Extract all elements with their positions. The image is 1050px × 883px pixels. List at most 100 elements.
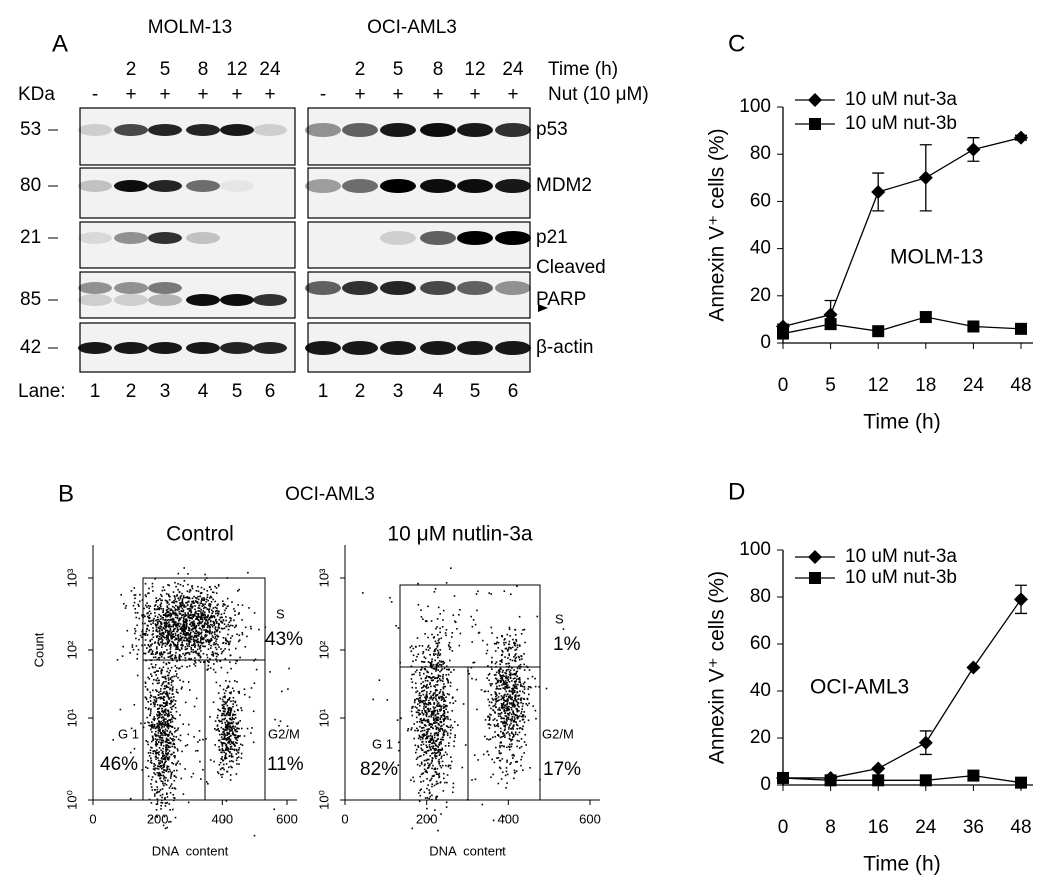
event-dot bbox=[209, 658, 211, 660]
event-dot bbox=[420, 721, 423, 724]
event-dot bbox=[498, 692, 501, 695]
event-dot bbox=[278, 724, 280, 727]
event-dot bbox=[230, 619, 232, 622]
event-dot bbox=[200, 641, 202, 644]
event-dot bbox=[144, 682, 147, 684]
event-dot bbox=[513, 755, 515, 757]
event-dot bbox=[150, 703, 152, 705]
event-dot bbox=[445, 764, 447, 767]
event-dot bbox=[175, 675, 177, 677]
event-dot bbox=[422, 772, 424, 775]
event-dot bbox=[445, 708, 447, 710]
event-dot bbox=[161, 644, 164, 646]
event-dot bbox=[470, 615, 472, 618]
event-dot bbox=[169, 616, 172, 618]
event-dot bbox=[184, 613, 187, 616]
event-dot bbox=[227, 748, 229, 751]
event-dot bbox=[436, 681, 438, 683]
event-dot bbox=[435, 695, 437, 697]
event-dot bbox=[440, 669, 443, 672]
event-dot bbox=[441, 760, 444, 763]
event-dot bbox=[193, 663, 195, 665]
event-dot bbox=[173, 755, 175, 757]
event-dot bbox=[163, 702, 165, 705]
event-dot bbox=[168, 746, 170, 749]
event-dot bbox=[508, 646, 510, 649]
event-dot bbox=[522, 702, 524, 705]
event-dot bbox=[281, 690, 283, 693]
cell-line: OCI-AML3 bbox=[367, 17, 457, 38]
event-dot bbox=[423, 672, 425, 675]
event-dot bbox=[180, 777, 183, 780]
event-dot bbox=[164, 779, 166, 782]
event-dot bbox=[215, 655, 218, 658]
event-dot bbox=[507, 684, 509, 686]
event-dot bbox=[177, 597, 179, 599]
event-dot bbox=[161, 713, 163, 716]
event-dot bbox=[410, 678, 413, 680]
blot-band bbox=[457, 281, 493, 295]
event-dot bbox=[154, 768, 156, 771]
event-dot bbox=[197, 638, 199, 640]
event-dot bbox=[161, 639, 164, 641]
event-dot bbox=[185, 633, 187, 635]
event-dot bbox=[477, 759, 479, 761]
event-dot bbox=[452, 782, 455, 785]
event-dot bbox=[134, 612, 137, 614]
event-dot bbox=[159, 604, 162, 606]
event-dot bbox=[205, 618, 208, 621]
event-dot bbox=[494, 698, 496, 700]
event-dot bbox=[134, 597, 136, 600]
event-dot bbox=[420, 747, 423, 750]
event-dot bbox=[158, 720, 160, 723]
event-dot bbox=[226, 671, 229, 674]
event-dot bbox=[203, 607, 205, 610]
event-dot bbox=[155, 803, 158, 805]
event-dot bbox=[213, 760, 215, 763]
event-dot bbox=[514, 681, 516, 684]
event-dot bbox=[497, 642, 500, 644]
event-dot bbox=[437, 719, 439, 721]
event-dot bbox=[225, 757, 228, 759]
event-dot bbox=[443, 694, 445, 696]
event-dot bbox=[169, 730, 171, 733]
event-dot bbox=[179, 583, 182, 586]
event-dot bbox=[511, 646, 514, 649]
event-dot bbox=[189, 689, 191, 691]
event-dot bbox=[442, 609, 445, 612]
event-dot bbox=[155, 756, 157, 758]
event-dot bbox=[432, 745, 435, 747]
event-dot bbox=[135, 637, 137, 640]
event-dot bbox=[157, 670, 159, 672]
event-dot bbox=[418, 709, 421, 712]
event-dot bbox=[443, 667, 446, 670]
event-dot bbox=[511, 696, 513, 699]
event-dot bbox=[436, 716, 438, 718]
event-dot bbox=[203, 606, 206, 608]
event-dot bbox=[516, 745, 518, 748]
event-dot bbox=[244, 693, 246, 696]
event-dot bbox=[510, 690, 513, 693]
event-dot bbox=[429, 697, 431, 699]
event-dot bbox=[200, 639, 202, 642]
event-dot bbox=[235, 624, 237, 627]
event-dot bbox=[221, 722, 223, 724]
event-dot bbox=[439, 781, 442, 783]
event-dot bbox=[207, 660, 209, 663]
event-dot bbox=[214, 720, 217, 722]
event-dot bbox=[213, 623, 216, 625]
event-dot bbox=[216, 771, 219, 773]
event-dot bbox=[439, 717, 441, 720]
event-dot bbox=[497, 782, 500, 785]
event-dot bbox=[427, 730, 429, 732]
event-dot bbox=[208, 639, 211, 642]
event-dot bbox=[512, 733, 514, 736]
event-dot bbox=[200, 586, 203, 589]
event-dot bbox=[180, 595, 182, 597]
event-dot bbox=[442, 693, 444, 696]
event-dot bbox=[229, 725, 231, 728]
event-dot bbox=[441, 695, 443, 698]
event-dot bbox=[152, 750, 154, 752]
event-dot bbox=[168, 607, 170, 610]
event-dot bbox=[175, 601, 178, 603]
